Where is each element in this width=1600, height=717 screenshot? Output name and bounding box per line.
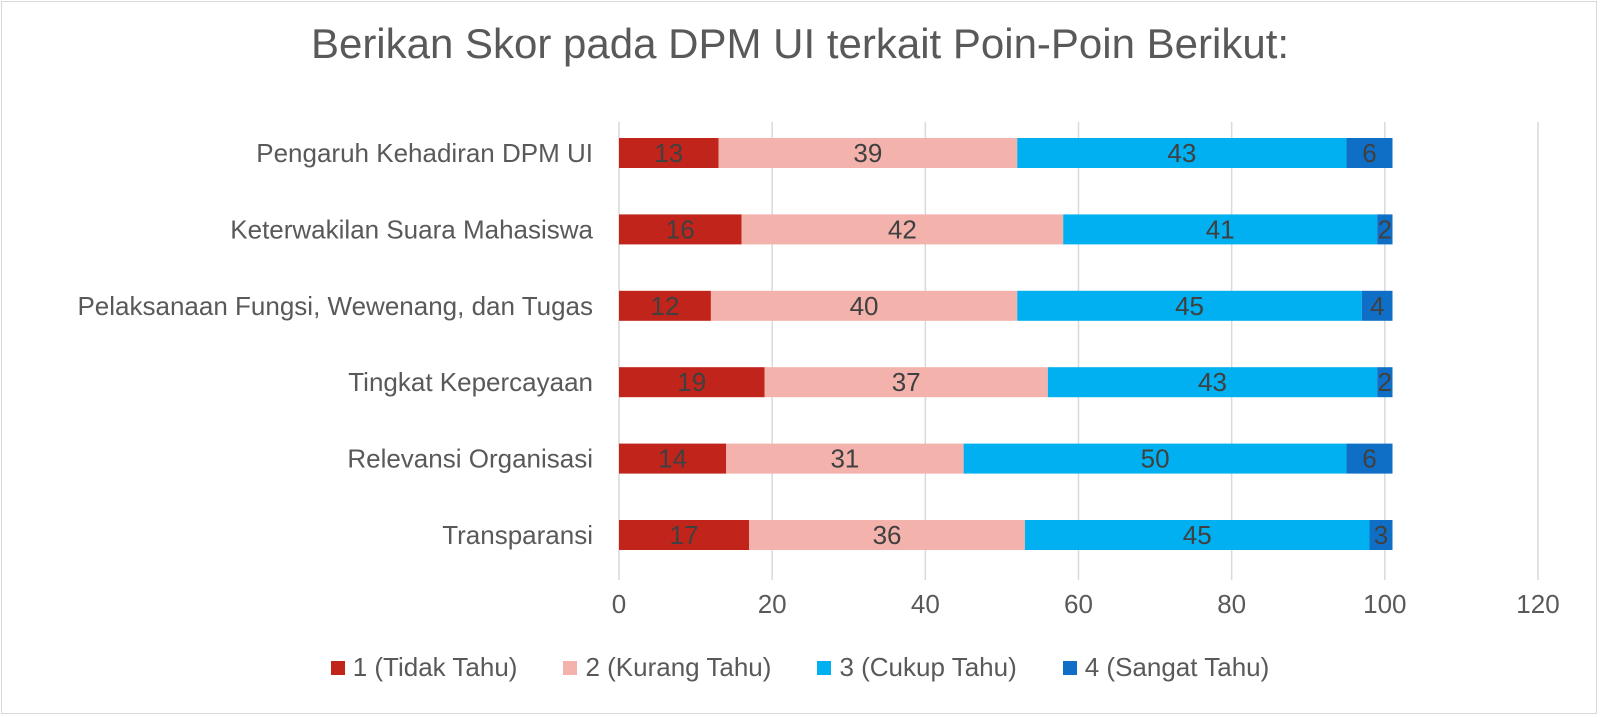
data-label: 43 (1198, 367, 1227, 397)
chart-title: Berikan Skor pada DPM UI terkait Poin-Po… (310, 20, 1290, 67)
category-label: Keterwakilan Suara Mahasiswa (230, 214, 593, 244)
bar-segment (749, 520, 1025, 550)
bar-segment (1047, 367, 1378, 398)
legend-label: 1 (Tidak Tahu) (352, 652, 518, 682)
bar-segment (1377, 214, 1393, 245)
legend-item: 2 (Kurang Tahu) (563, 652, 771, 683)
data-label: 4 (1370, 291, 1384, 321)
data-label: 36 (873, 520, 902, 550)
bar-segment (1377, 367, 1393, 398)
data-label: 39 (853, 138, 882, 168)
data-label: 50 (1141, 444, 1170, 474)
category-label: Pengaruh Kehadiran DPM UI (256, 138, 593, 168)
bar-segment (619, 520, 750, 550)
x-tick-label: 40 (911, 589, 940, 619)
bar-segment (619, 290, 711, 321)
bar-segment (1017, 138, 1347, 168)
data-label: 6 (1362, 138, 1376, 168)
legend-swatch (563, 660, 578, 675)
chart-legend: 1 (Tidak Tahu) 2 (Kurang Tahu) 3 (Cukup Ta… (0, 652, 1600, 683)
bar-segment (1361, 290, 1393, 321)
data-label: 45 (1175, 291, 1204, 321)
bar-segment (764, 367, 1048, 398)
legend-swatch (330, 660, 345, 675)
legend-label: 2 (Kurang Tahu) (585, 652, 772, 682)
bar-segment (741, 214, 1064, 245)
data-label: 16 (666, 214, 695, 244)
data-label: 3 (1374, 520, 1388, 550)
legend-item: 3 (Cukup Tahu) (817, 652, 1017, 683)
category-label: Relevansi Organisasi (347, 444, 593, 474)
bar-segment (619, 138, 719, 168)
bar-segment (619, 367, 765, 398)
bar-segment (1024, 520, 1370, 550)
bar-segment (1346, 138, 1393, 168)
bar-segment (1346, 443, 1393, 474)
data-label: 2 (1378, 367, 1392, 397)
data-label: 37 (892, 367, 921, 397)
x-tick-label: 80 (1217, 589, 1246, 619)
bar-segment (726, 443, 964, 474)
data-label: 42 (888, 214, 917, 244)
category-label: Tingkat Kepercayaan (348, 367, 593, 397)
x-tick-label: 60 (1064, 589, 1093, 619)
data-label: 12 (650, 291, 679, 321)
bar-segment (963, 443, 1347, 474)
legend-swatch (817, 660, 832, 675)
legend-item: 1 (Tidak Tahu) (330, 652, 518, 683)
bar-segment (1369, 520, 1393, 550)
data-label: 6 (1362, 444, 1376, 474)
bar-segment (1063, 214, 1378, 245)
bar-segment (619, 214, 742, 245)
x-tick-label: 0 (612, 589, 626, 619)
x-tick-label: 20 (758, 589, 787, 619)
data-label: 19 (677, 367, 706, 397)
data-label: 41 (1206, 214, 1235, 244)
legend-label: 3 (Cukup Tahu) (839, 652, 1017, 682)
x-tick-label: 100 (1363, 589, 1406, 619)
data-label: 14 (658, 444, 687, 474)
legend-swatch (1062, 660, 1077, 675)
data-label: 45 (1183, 520, 1212, 550)
bar-segment (1017, 290, 1362, 321)
x-tick-label: 120 (1516, 589, 1559, 619)
legend-label: 4 (Sangat Tahu) (1084, 652, 1270, 682)
data-label: 43 (1167, 138, 1196, 168)
data-label: 17 (670, 520, 699, 550)
data-label: 31 (830, 444, 859, 474)
category-label: Pelaksanaan Fungsi, Wewenang, dan Tugas (77, 291, 593, 321)
category-label: Transparansi (442, 520, 593, 550)
bar-segment (619, 443, 727, 474)
bar-segment (710, 290, 1018, 321)
bar-segment (718, 138, 1018, 168)
legend-item: 4 (Sangat Tahu) (1062, 652, 1270, 683)
data-label: 40 (850, 291, 879, 321)
data-label: 13 (654, 138, 683, 168)
data-label: 2 (1378, 214, 1392, 244)
